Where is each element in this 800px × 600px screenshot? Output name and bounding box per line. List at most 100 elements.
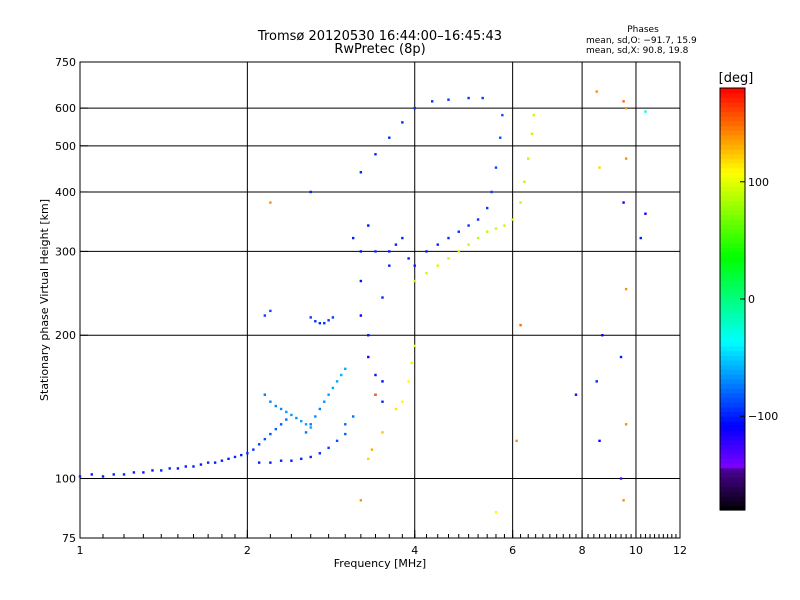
data-point [467, 243, 470, 246]
data-point [257, 461, 261, 464]
data-point [309, 190, 312, 194]
data-point [309, 423, 312, 426]
data-point [425, 250, 428, 253]
colorbar-band [720, 247, 745, 253]
data-point [501, 113, 504, 117]
data-point [476, 236, 480, 240]
data-point [388, 250, 391, 253]
data-point [601, 334, 604, 337]
colorbar-band [720, 369, 745, 375]
data-point [327, 319, 330, 322]
data-point [622, 201, 625, 204]
data-point [309, 426, 312, 429]
data-point [374, 373, 377, 377]
data-point [367, 457, 370, 461]
data-point [314, 320, 317, 323]
data-point [151, 469, 154, 472]
colorbar-band [720, 341, 745, 347]
data-point [413, 106, 416, 110]
colorbar-band [720, 477, 745, 483]
colorbar-band [720, 134, 745, 141]
colorbar-band [720, 313, 745, 319]
data-point [644, 110, 647, 113]
data-point [279, 407, 283, 411]
data-point [269, 309, 272, 313]
colorbar-band [720, 116, 745, 122]
data-point [344, 423, 347, 426]
data-point [481, 96, 484, 100]
data-point [290, 459, 293, 462]
colorbar-label: [deg] [719, 71, 754, 86]
data-point [304, 431, 308, 434]
x-tick-label: 8 [579, 544, 586, 557]
data-point [413, 344, 416, 348]
data-point [413, 264, 416, 267]
data-point [285, 418, 288, 421]
colorbar-band [720, 472, 745, 478]
data-point [519, 323, 522, 327]
colorbar-band [720, 495, 745, 502]
data-point [624, 287, 628, 291]
colorbar-band [720, 144, 745, 150]
colorbar-band [720, 289, 745, 295]
data-point [467, 96, 470, 100]
data-point [340, 373, 343, 377]
data-point [327, 393, 330, 396]
colorbar-band [720, 172, 745, 178]
colorbar-band [720, 359, 745, 366]
colorbar-band [720, 500, 745, 506]
data-point [425, 272, 428, 275]
data-point [644, 212, 647, 215]
data-point [233, 455, 237, 459]
colorbar-band [720, 458, 745, 464]
colorbar-band [720, 270, 745, 277]
colorbar-band [720, 205, 745, 211]
colorbar-band [720, 209, 745, 216]
x-axis-label: Frequency [MHz] [334, 557, 426, 570]
data-point [401, 121, 404, 124]
data-point [318, 452, 322, 455]
data-point [227, 457, 230, 461]
data-point [494, 510, 498, 514]
x-tick-label: 6 [509, 544, 516, 557]
data-point [595, 380, 598, 383]
phases-heading: Phases [627, 25, 659, 35]
colorbar-band [720, 317, 745, 324]
colorbar-band [720, 266, 745, 272]
colorbar-band [720, 406, 745, 413]
colorbar-band [720, 303, 745, 309]
colorbar-band [720, 88, 745, 94]
data-point [327, 446, 330, 450]
colorbar-band [720, 139, 745, 145]
data-point [490, 190, 493, 194]
data-point [344, 367, 347, 371]
data-point [78, 475, 82, 478]
data-point [279, 423, 283, 426]
x-tick-label: 10 [629, 544, 643, 557]
colorbar-band [720, 191, 745, 197]
plot-border [79, 61, 681, 539]
data-point [503, 224, 506, 227]
data-point [598, 439, 601, 443]
data-point [494, 227, 498, 230]
colorbar-band [720, 416, 745, 422]
data-point [401, 400, 404, 403]
data-point [370, 448, 374, 451]
colorbar-band [720, 350, 745, 356]
data-point [285, 410, 288, 414]
data-point [269, 400, 272, 403]
data-point [388, 136, 391, 139]
data-point [344, 432, 347, 436]
colorbar-band [720, 411, 745, 417]
data-point [457, 250, 460, 253]
data-point [401, 236, 404, 240]
colorbar-band [720, 125, 745, 131]
colorbar-band [720, 228, 745, 234]
data-point [374, 393, 377, 396]
data-point [413, 279, 416, 283]
data-point [622, 100, 625, 103]
colorbar-tick-label: 0 [748, 293, 755, 306]
data-point [499, 136, 502, 139]
colorbar-band [720, 280, 745, 286]
